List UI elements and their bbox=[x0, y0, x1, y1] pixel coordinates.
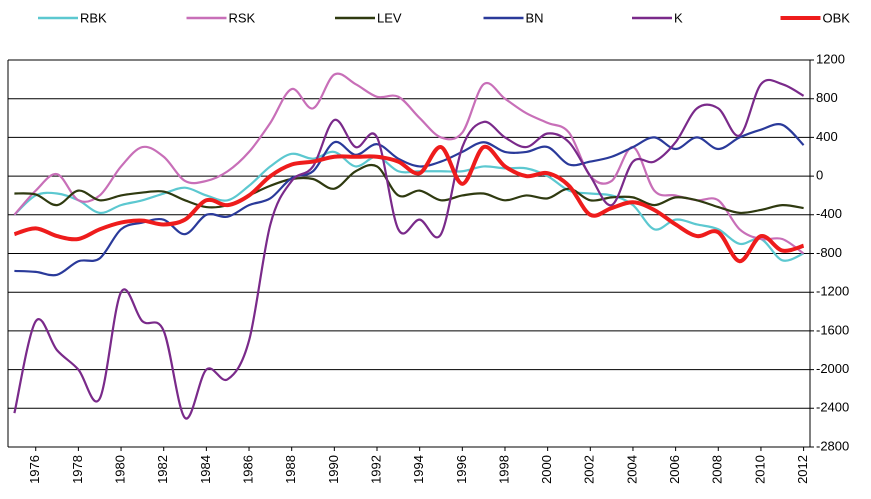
x-tick-label: 1988 bbox=[283, 455, 298, 484]
x-tick-label: 1990 bbox=[326, 455, 341, 484]
y-tick-label: 0 bbox=[816, 168, 823, 183]
x-tick-label: 1982 bbox=[155, 455, 170, 484]
series-line bbox=[13, 150, 805, 262]
x-tick-label: 2008 bbox=[710, 455, 725, 484]
x-tick-label: 1984 bbox=[198, 455, 213, 484]
legend-label: RSK bbox=[229, 10, 256, 25]
series-line bbox=[14, 123, 805, 277]
legend-label: LEV bbox=[377, 10, 402, 25]
x-tick-label: 2004 bbox=[624, 455, 639, 484]
x-tick-label: 1994 bbox=[411, 455, 426, 484]
series-line bbox=[14, 163, 804, 215]
series-line bbox=[13, 72, 805, 255]
x-tick-label: 1996 bbox=[454, 455, 469, 484]
y-tick-label: -2400 bbox=[816, 400, 849, 415]
x-tick-label: 2006 bbox=[667, 455, 682, 484]
x-tick-label: 1998 bbox=[496, 455, 511, 484]
y-tick-label: -400 bbox=[816, 206, 842, 221]
y-tick-label: -2000 bbox=[816, 361, 849, 376]
legend-label: K bbox=[674, 10, 683, 25]
x-tick-label: 1986 bbox=[240, 455, 255, 484]
x-tick-label: 2000 bbox=[539, 455, 554, 484]
y-tick-label: -800 bbox=[816, 245, 842, 260]
y-tick-label: 400 bbox=[816, 129, 838, 144]
x-tick-label: 2002 bbox=[582, 455, 597, 484]
y-tick-label: 800 bbox=[816, 90, 838, 105]
legend-label: RBK bbox=[80, 10, 107, 25]
x-tick-label: 2010 bbox=[752, 455, 767, 484]
x-tick-label: 1980 bbox=[112, 455, 127, 484]
series-line bbox=[13, 78, 805, 420]
y-tick-label: 1200 bbox=[816, 51, 845, 66]
x-tick-label: 1992 bbox=[368, 455, 383, 484]
x-tick-label: 1978 bbox=[70, 455, 85, 484]
x-tick-label: 1976 bbox=[27, 455, 42, 484]
y-tick-label: -2800 bbox=[816, 438, 849, 453]
legend-label: BN bbox=[526, 10, 544, 25]
series-line bbox=[13, 144, 805, 264]
x-tick-label: 2012 bbox=[795, 455, 810, 484]
legend-label: OBK bbox=[823, 10, 851, 25]
y-tick-label: -1200 bbox=[816, 284, 849, 299]
y-tick-label: -1600 bbox=[816, 322, 849, 337]
